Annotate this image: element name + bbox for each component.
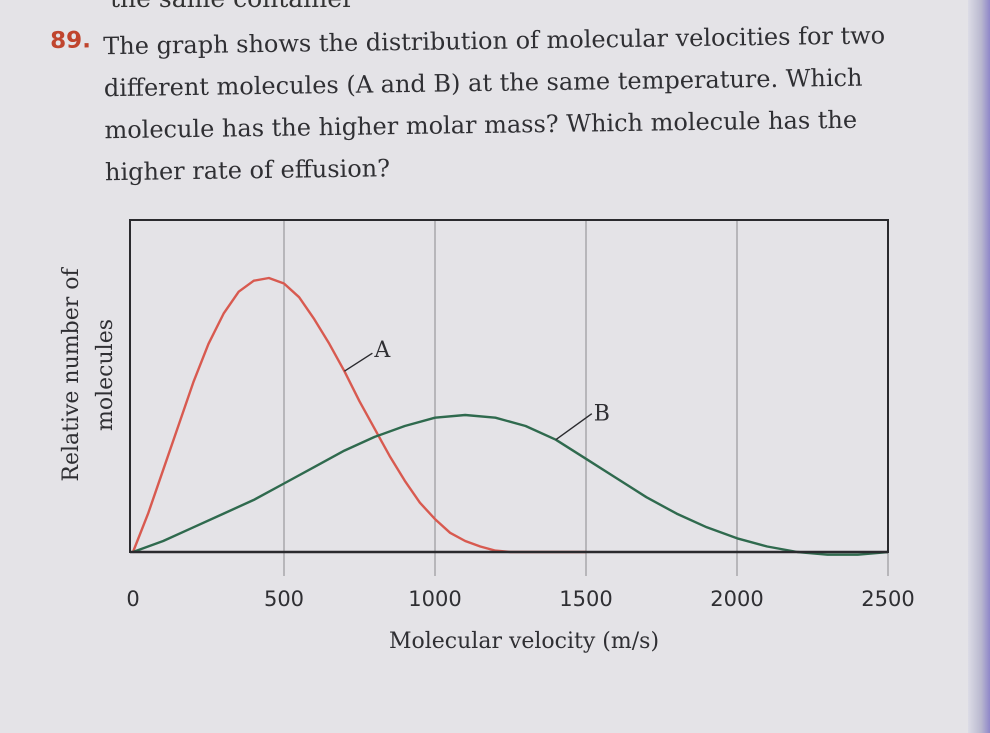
x-tick-label-0: 0	[126, 587, 139, 611]
series-b-line	[132, 413, 889, 556]
x-axis-label: Molecular velocity (m/s)	[389, 629, 659, 654]
series-a-label: A	[373, 338, 391, 363]
x-tick-label-500: 500	[264, 587, 304, 611]
plot-frame	[129, 219, 889, 553]
page-edge	[968, 0, 990, 733]
x-tick-labels: 0 500 1000 1500 2000 2500	[126, 587, 914, 611]
x-tick-label-1500: 1500	[559, 587, 612, 611]
series-b-leader-line	[555, 413, 593, 441]
grid-lines	[283, 220, 889, 576]
x-tick-label-1000: 1000	[408, 587, 461, 611]
y-axis-label: Relative number of molecules	[59, 267, 118, 482]
y-axis-label-line-1: Relative number of	[59, 267, 84, 482]
series-b-label: B	[594, 402, 610, 427]
series-a-line	[131, 276, 586, 554]
x-tick-label-2000: 2000	[710, 587, 763, 611]
y-axis-label-line-2: molecules	[93, 319, 118, 431]
x-tick-label-2500: 2500	[861, 587, 914, 611]
series-a-leader-line	[344, 352, 373, 372]
series-group	[131, 276, 889, 556]
partial-text-line: the same container	[110, 0, 354, 13]
